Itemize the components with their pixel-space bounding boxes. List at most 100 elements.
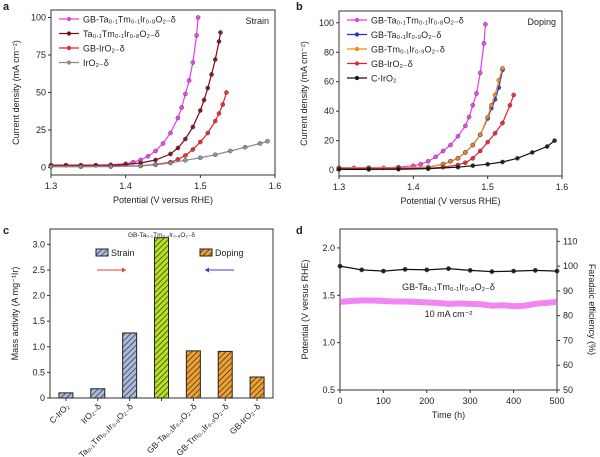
x-tick-label: 0 (337, 396, 342, 406)
series-line (339, 140, 555, 170)
series-line (51, 140, 268, 168)
data-point (481, 41, 487, 46)
legend-label: IrO₂₋δ (83, 58, 109, 68)
data-point (448, 142, 453, 148)
bar-hatch (122, 332, 137, 398)
data-point (216, 39, 222, 44)
data-point (463, 150, 468, 155)
data-point (470, 156, 476, 161)
y-tick-label: 80 (563, 311, 573, 321)
data-point (160, 141, 166, 146)
legend-item: C-IrO₂ (347, 74, 397, 84)
data-point (175, 145, 181, 151)
legend-item: GB-Ta₀.₁Ir₀.₉O₂₋δ (347, 30, 441, 40)
data-point (474, 91, 479, 96)
legend-label: GB-IrO₂₋δ (371, 59, 413, 69)
y-tick-label: 2.5 (32, 265, 45, 275)
panel-letter-a: a (3, 1, 10, 13)
x-tick-label: 100 (376, 396, 391, 406)
legend-marker (354, 32, 360, 37)
data-point (440, 164, 446, 170)
data-point (257, 141, 263, 146)
y-tick-label: 1.0 (322, 338, 335, 348)
legend-swatch-hatch (200, 249, 212, 256)
y-tick-label: 1.5 (32, 316, 45, 326)
data-point (470, 142, 476, 148)
y-tick-label: 2.0 (32, 291, 45, 301)
data-point (212, 118, 218, 124)
data-point (554, 268, 560, 274)
y-tick-label: 60 (324, 77, 334, 87)
y-tick-label: 60 (563, 360, 573, 370)
x-axis-label: Potential (V versus RHE) (400, 196, 500, 206)
bar-hatch (58, 392, 73, 398)
plot-frame (338, 10, 563, 177)
data-point (500, 159, 505, 165)
data-point (496, 77, 502, 83)
data-point (153, 157, 158, 163)
best-bar-label: GB-Ta₀.₁Tm₀.₁Ir₀.₈O₂₋δ (128, 232, 195, 239)
data-point (183, 136, 188, 142)
data-point (212, 57, 218, 62)
x-axis-label: Time (h) (432, 410, 465, 420)
data-point (448, 158, 453, 164)
x-tick-label: C-IrO₂ (47, 401, 71, 425)
data-point (433, 154, 438, 160)
x-tick-label: 1.4 (119, 181, 132, 191)
data-point (145, 153, 151, 159)
data-point (168, 130, 173, 136)
data-point (402, 266, 408, 272)
bar-hatch (90, 388, 105, 398)
legend-label: GB-Ta₀.₁Tm₀.₁Ir₀.₈O₂₋δ (371, 16, 464, 26)
data-point (168, 160, 173, 166)
y-axis-label: Faradaic efficiency (%) (587, 264, 597, 355)
data-point (500, 66, 505, 71)
data-point (507, 102, 513, 108)
data-point (212, 152, 218, 158)
legend-item: IrO₂₋δ (59, 58, 109, 68)
data-point (359, 267, 365, 273)
y-tick-label: 0.5 (32, 367, 45, 377)
data-point (511, 268, 516, 274)
x-tick-label: 1.3 (45, 181, 58, 191)
y-tick-label: 50 (36, 88, 46, 98)
data-point (198, 108, 203, 113)
legend-label: GB-Ta₀.₁Tm₀.₁Ir₀.₈O₂₋δ (83, 15, 176, 25)
legend-marker (354, 17, 360, 23)
y-tick-label: 90 (563, 286, 573, 296)
data-point (336, 167, 342, 172)
data-point (380, 268, 386, 274)
panel-a-chart: 1.3 1.4 1.5 1.6 Potential (V versus RHE) 0 25 5… (11, 9, 281, 205)
x-tick-label: 1.5 (481, 182, 494, 192)
y-tick-label: 1.0 (32, 342, 45, 352)
y-tick-label: 0 (41, 163, 46, 173)
y-tick-label: 0.5 (322, 385, 335, 395)
panel-annotation: Doping (527, 17, 556, 27)
data-point (532, 267, 538, 273)
potential-trace (339, 297, 558, 310)
x-tick-label: GB-IrO₂₋δ (228, 401, 263, 436)
x-tick-label: IrO₂₋δ (79, 401, 103, 425)
y-tick-label: 1.5 (322, 290, 335, 300)
data-point (366, 167, 372, 172)
y-tick-label: 50 (563, 385, 573, 395)
data-point (183, 91, 188, 97)
legend-item: Ta₀.₁Tm₀.₁Ir₀.₈O₂₋δ (59, 29, 160, 39)
y-tick-label: 110 (563, 236, 577, 246)
bar-hatch (218, 351, 233, 398)
data-point (198, 155, 203, 161)
data-point (396, 166, 401, 172)
panel-d-chart: 0 100 200 300 400 500 Time (h) 0.5 1.0 1.5 2.0 Pote… (300, 228, 597, 420)
legend-marker (66, 16, 72, 22)
y-tick-label: 100 (563, 261, 578, 271)
data-point (205, 130, 211, 136)
y-axis-label: Current density (mA cm⁻²) (299, 41, 309, 146)
data-point (485, 161, 490, 167)
data-point (440, 148, 446, 154)
data-point (175, 115, 181, 121)
current-density-label: 10 mA cm⁻² (425, 309, 473, 319)
y-tick-label: 3.0 (32, 239, 45, 249)
x-tick-label: 400 (506, 396, 521, 406)
plot-frame (339, 228, 558, 391)
legend-marker (354, 61, 360, 66)
